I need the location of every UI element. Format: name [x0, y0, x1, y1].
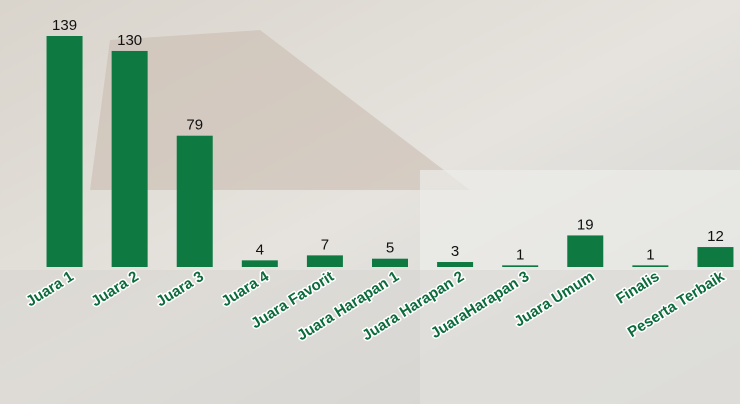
value-label: 12 — [707, 228, 724, 245]
value-label: 79 — [186, 117, 203, 134]
chart: 139Juara 1130Juara 279Juara 34Juara 47Ju… — [0, 0, 740, 404]
bar — [697, 247, 733, 267]
bar — [112, 51, 148, 267]
bar — [47, 36, 83, 267]
value-label: 7 — [321, 236, 329, 253]
value-label: 3 — [451, 243, 459, 260]
value-label: 139 — [52, 17, 77, 34]
bar — [177, 136, 213, 267]
bar — [372, 259, 408, 267]
value-label: 1 — [646, 246, 654, 263]
bar — [632, 265, 668, 267]
value-label: 1 — [516, 246, 524, 263]
value-label: 4 — [256, 241, 264, 258]
bar — [437, 262, 473, 267]
value-label: 130 — [117, 32, 142, 49]
value-label: 19 — [577, 216, 594, 233]
bar — [307, 255, 343, 267]
bar — [242, 260, 278, 267]
bar — [502, 265, 538, 267]
bar — [567, 235, 603, 267]
value-label: 5 — [386, 240, 394, 257]
